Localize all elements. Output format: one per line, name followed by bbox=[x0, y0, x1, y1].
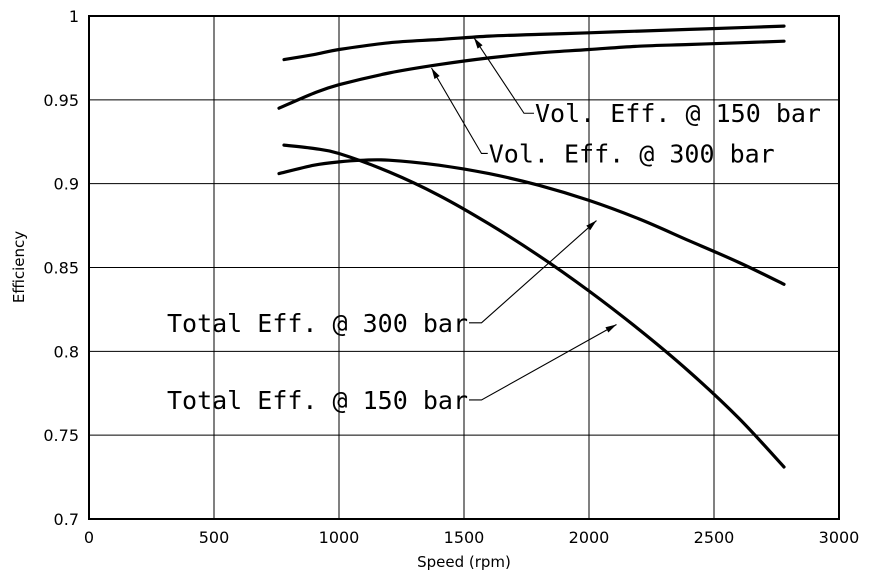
series-line-vol300 bbox=[277, 39, 786, 110]
annotation-label-tot150: Total Eff. @ 150 bar bbox=[167, 386, 468, 415]
y-tick-label: 0.8 bbox=[54, 342, 79, 361]
x-tick-label: 3000 bbox=[819, 528, 860, 547]
y-tick-label: 0.7 bbox=[54, 510, 79, 529]
annotation-leader-vol300 bbox=[431, 67, 488, 155]
x-tick-labels: 0 500 1000 1500 2000 2500 3000 bbox=[84, 528, 859, 547]
series-line-tot300 bbox=[277, 158, 786, 286]
x-axis-label: Speed (rpm) bbox=[417, 553, 511, 571]
y-tick-label: 0.9 bbox=[54, 175, 79, 194]
y-tick-label: 0.75 bbox=[43, 426, 79, 445]
annotation-label-tot300: Total Eff. @ 300 bar bbox=[167, 309, 468, 338]
y-axis-label: Efficiency bbox=[10, 231, 28, 303]
x-tick-label: 1000 bbox=[319, 528, 360, 547]
annotation-arrowhead-tot300 bbox=[586, 220, 597, 231]
x-tick-label: 1500 bbox=[444, 528, 485, 547]
y-tick-label: 0.85 bbox=[43, 259, 79, 278]
x-tick-label: 500 bbox=[199, 528, 230, 547]
annotation-arrowhead-vol150 bbox=[474, 37, 483, 49]
y-tick-label: 0.95 bbox=[43, 91, 79, 110]
plot-frame bbox=[88, 15, 840, 520]
series-line-tot150 bbox=[282, 143, 786, 469]
x-tick-label: 2000 bbox=[569, 528, 610, 547]
grid-lines bbox=[89, 16, 839, 519]
annotation-label-vol300: Vol. Eff. @ 300 bar bbox=[489, 139, 775, 168]
annotation-leader-tot300 bbox=[469, 220, 597, 324]
x-tick-label: 2500 bbox=[694, 528, 735, 547]
y-tick-labels: 0.7 0.75 0.8 0.85 0.9 0.95 1 bbox=[43, 7, 79, 529]
annotation-label-vol150: Vol. Eff. @ 150 bar bbox=[535, 99, 821, 128]
annotations: Vol. Eff. @ 150 bar Vol. Eff. @ 300 bar To… bbox=[167, 37, 821, 415]
series-lines bbox=[277, 24, 786, 469]
series-line-vol150 bbox=[282, 24, 786, 62]
annotation-leader-tot150 bbox=[469, 324, 617, 401]
annotation-leader-vol150 bbox=[473, 37, 534, 114]
annotation-arrowhead-tot150 bbox=[605, 324, 617, 333]
x-tick-label: 0 bbox=[84, 528, 94, 547]
y-tick-label: 1 bbox=[69, 7, 79, 26]
annotation-arrowhead-vol300 bbox=[431, 67, 440, 79]
